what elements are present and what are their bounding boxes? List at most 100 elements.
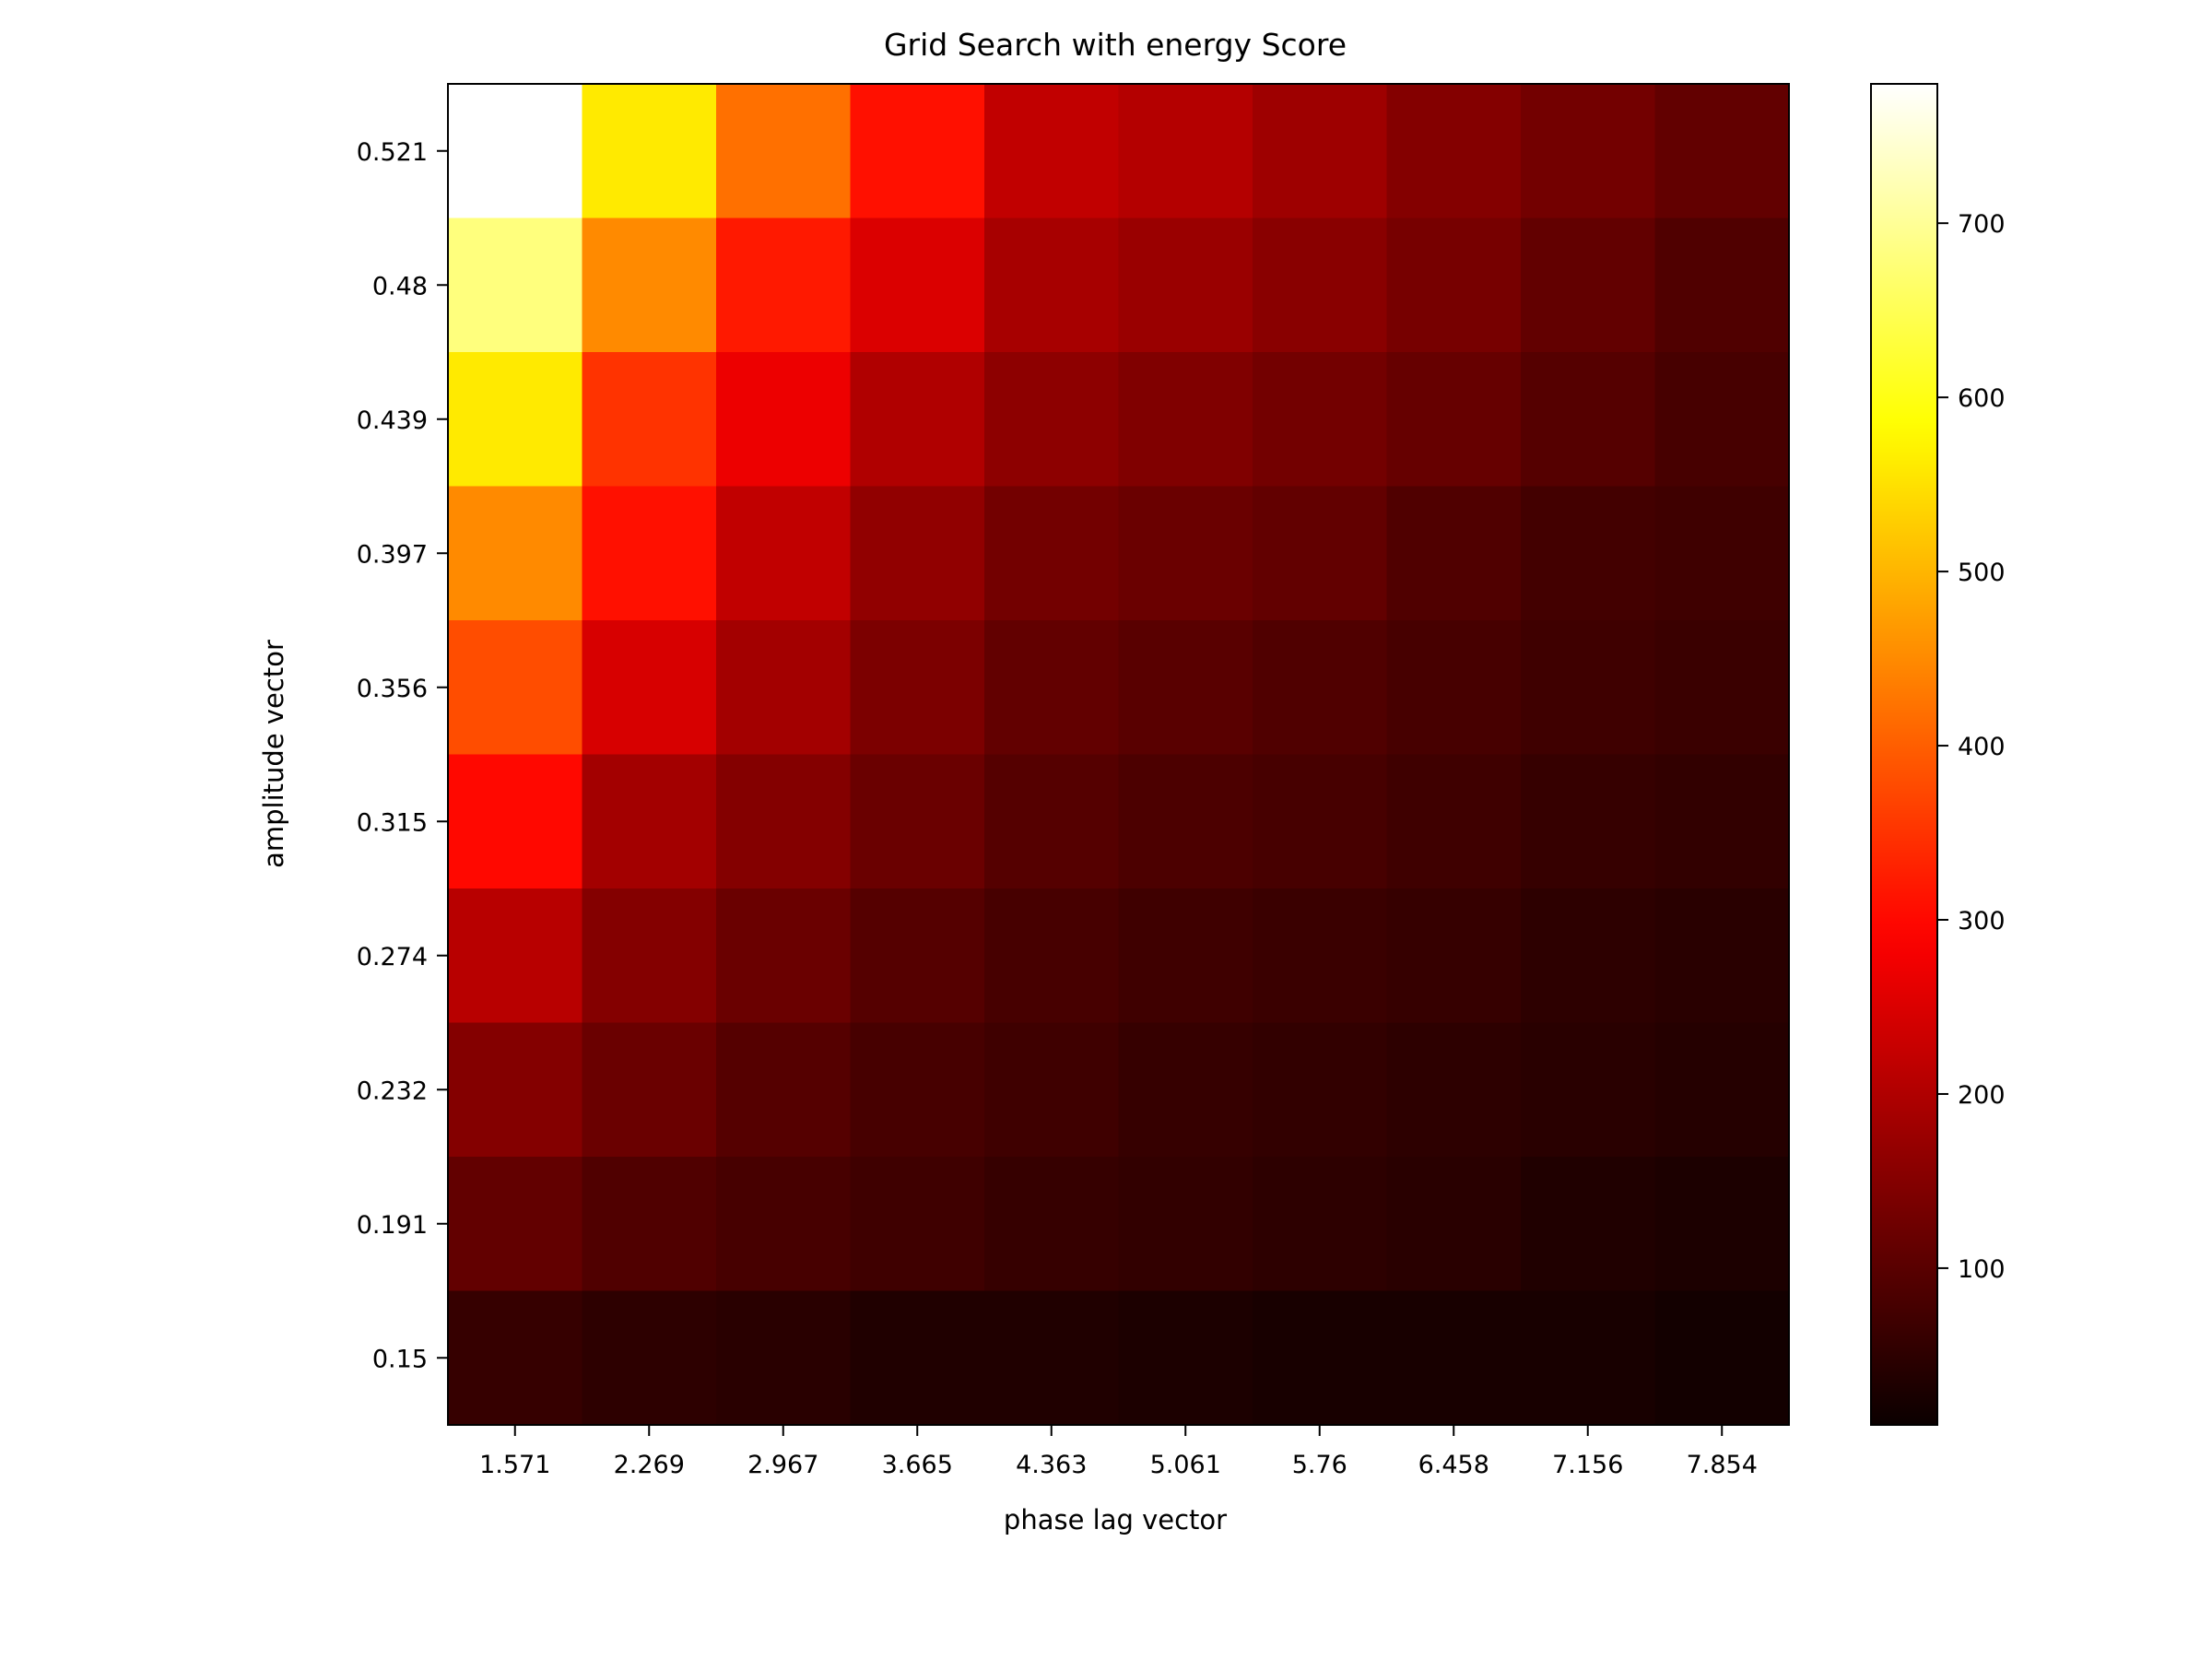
heatmap-cell xyxy=(1521,1290,1656,1426)
heatmap-cell xyxy=(1118,486,1253,621)
y-tick-label: 0.232 xyxy=(357,1077,428,1105)
heatmap-cell xyxy=(1118,218,1253,353)
heatmap-cell xyxy=(850,218,985,353)
heatmap-cell xyxy=(850,352,985,488)
heatmap-cells xyxy=(448,84,1790,1426)
heatmap-cell xyxy=(1521,218,1656,353)
heatmap-cell xyxy=(1118,754,1253,889)
heatmap-cell xyxy=(448,84,583,219)
y-tick-label: 0.439 xyxy=(357,406,428,435)
x-tick-label: 3.665 xyxy=(882,1451,953,1479)
x-axis-label: phase lag vector xyxy=(1004,1504,1227,1535)
colorbar-tick-label: 100 xyxy=(1958,1255,2006,1284)
heatmap-cell xyxy=(1654,1157,1790,1292)
heatmap-cell xyxy=(1253,1290,1388,1426)
heatmap-cell xyxy=(582,84,717,219)
heatmap-cell xyxy=(1118,352,1253,488)
heatmap-cell xyxy=(582,620,717,756)
heatmap-cell xyxy=(1521,1022,1656,1158)
y-tick-label: 0.48 xyxy=(372,272,428,300)
heatmap-cell xyxy=(716,352,852,488)
heatmap-cell xyxy=(984,888,1120,1024)
heatmap-cell xyxy=(1253,1022,1388,1158)
heatmap-cell xyxy=(984,620,1120,756)
heatmap-cell xyxy=(984,84,1120,219)
colorbar-tick-label: 600 xyxy=(1958,384,2006,413)
heatmap-cell xyxy=(1118,620,1253,756)
heatmap-cell xyxy=(1521,888,1656,1024)
heatmap-cell xyxy=(1386,1290,1522,1426)
heatmap-cell xyxy=(1386,218,1522,353)
y-tick-label: 0.274 xyxy=(357,943,428,971)
x-axis: 1.571 2.269 2.967 3.665 4.363 5.061 5.76 6.458 7… xyxy=(479,1425,1758,1479)
heatmap-cell xyxy=(1386,888,1522,1024)
heatmap-cell xyxy=(984,1290,1120,1426)
heatmap-cell xyxy=(1253,888,1388,1024)
heatmap-cell xyxy=(716,84,852,219)
heatmap-cell xyxy=(582,888,717,1024)
heatmap-cell xyxy=(1253,84,1388,219)
heatmap-cell xyxy=(984,754,1120,889)
heatmap-cell xyxy=(1654,486,1790,621)
x-tick-label: 5.76 xyxy=(1292,1451,1347,1479)
x-tick-label: 2.269 xyxy=(614,1451,685,1479)
heatmap-cell xyxy=(1253,486,1388,621)
heatmap-cell xyxy=(1253,620,1388,756)
heatmap-cell xyxy=(716,1290,852,1426)
heatmap-cell xyxy=(850,486,985,621)
heatmap-cell xyxy=(448,352,583,488)
heatmap-cell xyxy=(850,620,985,756)
heatmap-cell xyxy=(716,218,852,353)
heatmap-cell xyxy=(448,218,583,353)
heatmap-cell xyxy=(1118,1290,1253,1426)
heatmap-cell xyxy=(448,754,583,889)
heatmap-cell xyxy=(984,486,1120,621)
heatmap-cell xyxy=(1386,754,1522,889)
colorbar-tick-label: 200 xyxy=(1958,1081,2006,1110)
heatmap-cell xyxy=(850,1290,985,1426)
colorbar-tick-label: 400 xyxy=(1958,733,2006,761)
heatmap-cell xyxy=(448,1290,583,1426)
heatmap-cell xyxy=(1386,352,1522,488)
heatmap-cell xyxy=(850,1157,985,1292)
heatmap-cell xyxy=(1253,754,1388,889)
heatmap-cell xyxy=(1654,218,1790,353)
y-tick-label: 0.356 xyxy=(357,675,428,703)
heatmap-cell xyxy=(1118,1157,1253,1292)
plot-frame xyxy=(447,83,1790,1426)
heatmap-cell xyxy=(1654,352,1790,488)
heatmap-cell xyxy=(448,620,583,756)
x-tick-label: 4.363 xyxy=(1016,1451,1087,1479)
colorbar-frame xyxy=(1870,83,1938,1426)
heatmap-cell xyxy=(850,1022,985,1158)
heatmap-cell xyxy=(1253,1157,1388,1292)
x-tick-label: 1.571 xyxy=(479,1451,550,1479)
heatmap-cell xyxy=(582,1290,717,1426)
heatmap-cell xyxy=(716,1022,852,1158)
x-tick-label: 5.061 xyxy=(1150,1451,1221,1479)
y-tick-label: 0.521 xyxy=(357,138,428,167)
heatmap-cell xyxy=(1521,1157,1656,1292)
colorbar-axis: 100 200 300 400 500 600 700 xyxy=(1937,210,2006,1284)
x-tick-label: 6.458 xyxy=(1418,1451,1489,1479)
x-tick-label: 7.156 xyxy=(1552,1451,1623,1479)
heatmap-cell xyxy=(1521,754,1656,889)
x-tick-label: 7.854 xyxy=(1687,1451,1758,1479)
heatmap-cell xyxy=(984,352,1120,488)
heatmap-cell xyxy=(716,486,852,621)
heatmap-cell xyxy=(448,888,583,1024)
heatmap-cell xyxy=(1118,84,1253,219)
chart-title: Grid Search with energy Score xyxy=(884,27,1347,63)
heatmap-cell xyxy=(716,888,852,1024)
heatmap-cell xyxy=(448,486,583,621)
heatmap-cell xyxy=(1118,888,1253,1024)
heatmap-cell xyxy=(582,352,717,488)
heatmap-cell xyxy=(984,218,1120,353)
heatmap-cell xyxy=(1654,620,1790,756)
x-tick-label: 2.967 xyxy=(747,1451,818,1479)
y-axis: 0.521 0.48 0.439 0.397 0.356 0.315 0.274 0.232 0… xyxy=(357,138,448,1373)
y-tick-label: 0.315 xyxy=(357,808,428,837)
colorbar xyxy=(1871,84,1937,1425)
heatmap-cell xyxy=(448,1022,583,1158)
